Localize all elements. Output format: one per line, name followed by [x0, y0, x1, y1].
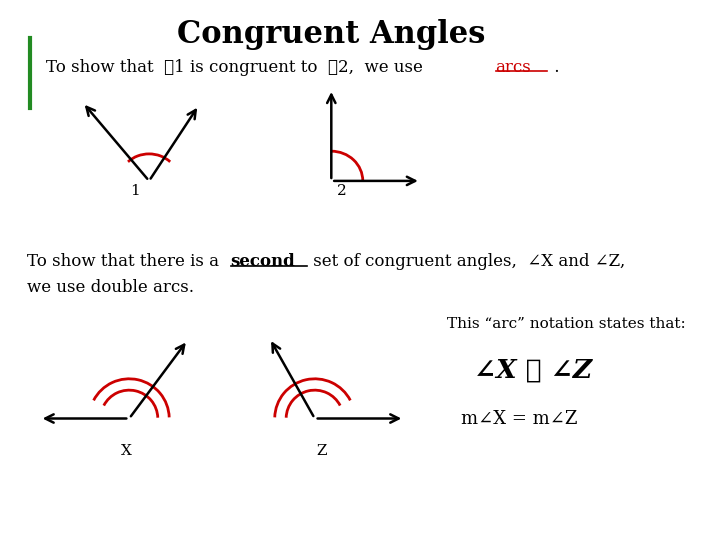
Text: To show that  ℠1 is congruent to  ℠2,  we use: To show that ℠1 is congruent to ℠2, we u… [46, 59, 423, 76]
Text: m∠X = m∠Z: m∠X = m∠Z [461, 409, 577, 428]
Text: Z: Z [316, 444, 327, 458]
Text: To show that there is a: To show that there is a [27, 253, 224, 271]
Text: arcs: arcs [495, 59, 531, 76]
Text: Congruent Angles: Congruent Angles [177, 19, 485, 50]
Text: ∠X ≅ ∠Z: ∠X ≅ ∠Z [474, 357, 592, 382]
Text: .: . [549, 59, 559, 76]
Text: set of congruent angles,  ∠X and ∠Z,: set of congruent angles, ∠X and ∠Z, [308, 253, 626, 271]
Text: X: X [120, 444, 131, 458]
Text: 1: 1 [130, 184, 140, 198]
Text: This “arc” notation states that:: This “arc” notation states that: [447, 317, 686, 331]
Text: 2: 2 [337, 184, 346, 198]
Text: we use double arcs.: we use double arcs. [27, 279, 194, 296]
Text: second: second [230, 253, 295, 271]
